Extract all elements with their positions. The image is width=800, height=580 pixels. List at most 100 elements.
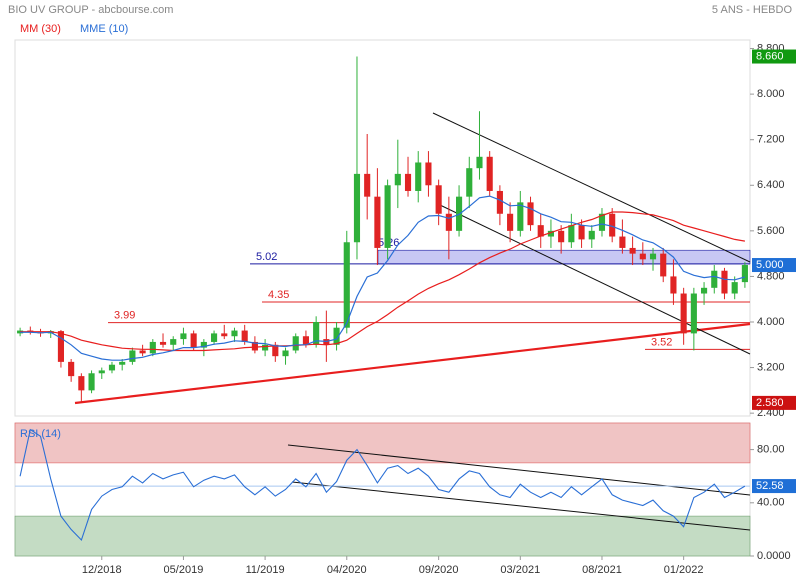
- candle-body: [57, 331, 64, 362]
- candle-body: [701, 287, 708, 294]
- price-badge-label: 5.000: [756, 259, 784, 271]
- candle-body: [292, 336, 299, 351]
- candle-body: [78, 376, 85, 391]
- candle-body: [486, 156, 493, 191]
- y-tick-label: 7.200: [757, 134, 785, 146]
- candle-body: [629, 247, 636, 254]
- rsi-label: RSI (14): [20, 428, 61, 440]
- candle-body: [507, 213, 514, 231]
- candle-body: [609, 213, 616, 237]
- candle-body: [496, 190, 503, 214]
- candle-body: [353, 173, 361, 243]
- candle-body: [517, 202, 524, 231]
- candle-body: [527, 202, 534, 226]
- candle-body: [180, 333, 187, 340]
- y-tick-label: 80.00: [757, 444, 785, 456]
- trendline: [439, 204, 751, 355]
- legend-entry: MM (30): [20, 23, 61, 35]
- candle-body: [302, 336, 309, 345]
- candle-body: [108, 364, 116, 371]
- price-badge: [752, 395, 796, 410]
- candle-body: [547, 230, 554, 237]
- candle-body: [139, 350, 146, 354]
- x-tick-label: 08/2021: [582, 564, 622, 576]
- candle-body: [221, 333, 228, 337]
- candle-body: [425, 162, 432, 186]
- candle-body: [721, 270, 728, 294]
- candle-body: [343, 242, 350, 328]
- trendline: [74, 322, 751, 405]
- y-tick-label: 2.400: [757, 407, 785, 419]
- level-band: [377, 249, 751, 265]
- candle-body: [711, 270, 718, 288]
- x-tick-label: 11/2019: [246, 564, 285, 576]
- candle-body: [690, 293, 697, 334]
- price-badge: [752, 49, 796, 64]
- chart-subtitle: 5 ANS - HEBDO: [712, 4, 793, 16]
- candle-body: [159, 341, 167, 345]
- candle-body: [374, 196, 381, 248]
- candle-body: [660, 253, 667, 277]
- candle-body: [170, 339, 177, 345]
- x-tick-label: 01/2022: [664, 564, 704, 576]
- candle-body: [251, 341, 258, 351]
- candle-body: [313, 322, 320, 345]
- candle-body: [639, 253, 646, 260]
- trendline: [432, 112, 751, 263]
- x-tick-label: 05/2019: [164, 564, 204, 576]
- ma-line: [20, 195, 746, 361]
- candle-body: [680, 293, 687, 334]
- candle-body: [241, 330, 248, 342]
- x-tick-label: 04/2020: [327, 564, 367, 576]
- rsi-zone: [14, 422, 751, 464]
- candle-body: [404, 173, 412, 191]
- price-badge: [752, 258, 796, 273]
- y-tick-label: 40.00: [757, 497, 785, 509]
- candle-body: [598, 213, 606, 231]
- candle-body: [445, 213, 452, 231]
- candle-body: [231, 330, 238, 337]
- candle-body: [129, 350, 136, 362]
- candle-body: [88, 373, 95, 391]
- x-tick-label: 12/2018: [82, 564, 122, 576]
- candle-body: [394, 173, 401, 186]
- candle-body: [558, 230, 565, 243]
- candle-body: [119, 361, 126, 365]
- candle-body: [364, 173, 371, 197]
- legend-entry: MME (10): [80, 23, 128, 35]
- y-tick-label: 8.000: [757, 88, 785, 100]
- price-pane: [14, 39, 751, 417]
- x-tick-label: 03/2021: [500, 564, 540, 576]
- candle-body: [568, 225, 575, 243]
- candle-body: [68, 361, 75, 377]
- candle-body: [211, 333, 218, 342]
- rsi-zone: [14, 515, 751, 557]
- level-label: 5.02: [256, 251, 277, 263]
- candle-body: [476, 156, 483, 169]
- trendline: [291, 481, 751, 531]
- rsi-badge-label: 52.58: [756, 480, 784, 492]
- candle-body: [466, 168, 473, 197]
- candle-body: [731, 282, 738, 294]
- y-tick-label: 4.000: [757, 316, 785, 328]
- candle-body: [649, 253, 657, 260]
- candle-body: [670, 276, 677, 294]
- candle-body: [262, 344, 269, 351]
- price-badge-label: 2.580: [756, 397, 784, 409]
- level-label: 4.35: [268, 289, 289, 301]
- level-label: 3.99: [114, 309, 135, 321]
- y-tick-label: 4.800: [757, 270, 785, 282]
- rsi-badge: [752, 479, 796, 494]
- candle-body: [384, 185, 391, 248]
- x-tick-label: 09/2020: [419, 564, 459, 576]
- candle-body: [272, 344, 279, 357]
- y-tick-label: 5.600: [757, 225, 785, 237]
- candle-body: [282, 350, 289, 357]
- y-tick-label: 6.400: [757, 179, 785, 191]
- candle-body: [741, 265, 748, 283]
- rsi-line: [19, 428, 746, 542]
- trendline: [287, 444, 751, 496]
- y-tick-label: 0.0000: [757, 550, 791, 562]
- candle-body: [200, 341, 207, 348]
